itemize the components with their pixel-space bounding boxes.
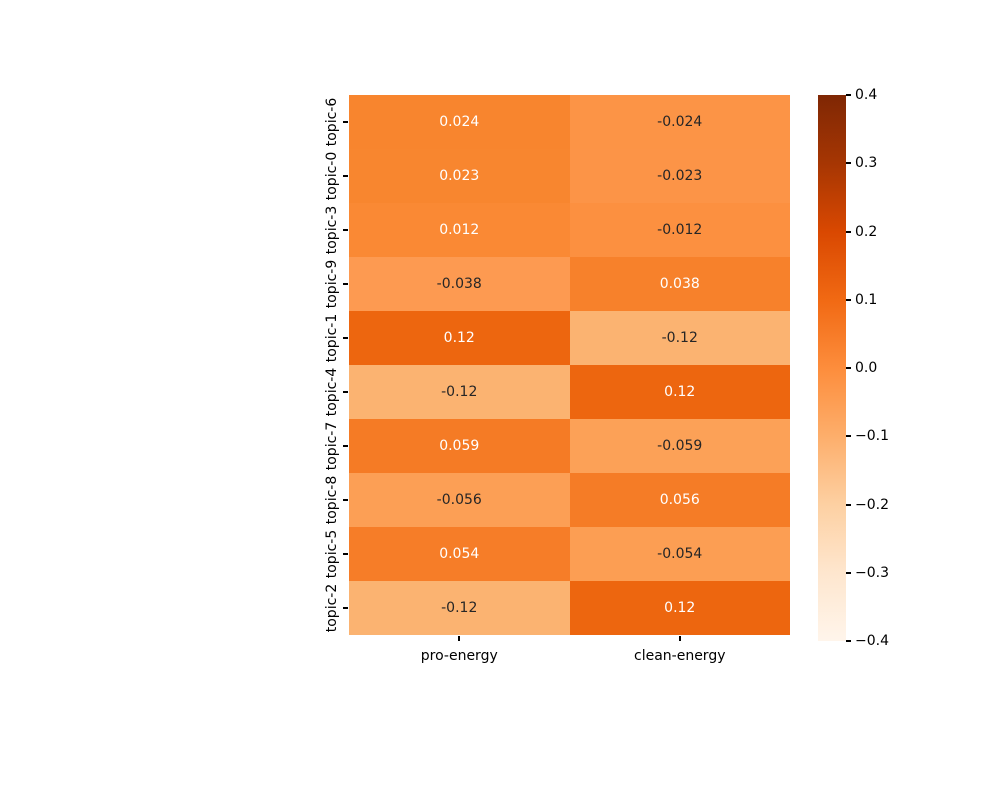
y-tick-label-topic-6: topic-6: [324, 97, 340, 147]
colorbar-tick-label: 0.2: [855, 223, 878, 240]
heatmap-cell-topic-8-pro-energy: -0.056: [349, 473, 570, 527]
heatmap-grid: 0.024 -0.024 0.023 -0.023 0.012 -0.012 -0.038 0…: [349, 95, 790, 635]
y-tick-label-topic-8: topic-8: [324, 475, 340, 525]
x-tick-mark: [458, 636, 461, 641]
heatmap-cell-topic-4-clean-energy: 0.12: [569, 365, 790, 419]
y-tick-mark: [343, 553, 348, 555]
x-tick-label-pro-energy: pro-energy: [420, 648, 498, 664]
colorbar-tick-mark: [846, 503, 851, 506]
heatmap-cell-topic-9-clean-energy: 0.038: [569, 257, 790, 311]
colorbar-tick-mark: [846, 640, 851, 642]
y-tick-label-topic-3: topic-3: [324, 205, 340, 255]
heatmap-row-topic-4: -0.12 0.12: [349, 365, 790, 419]
colorbar-tick-label: 0.0: [855, 360, 878, 376]
heatmap-cell-topic-5-pro-energy: 0.054: [349, 527, 570, 581]
y-tick-mark: [343, 499, 348, 501]
y-tick-label-topic-0: topic-0: [324, 151, 340, 201]
y-tick-mark: [343, 607, 348, 609]
colorbar-tick-mark: [846, 298, 851, 301]
y-tick-mark: [343, 283, 348, 285]
y-tick-label-topic-7: topic-7: [324, 421, 340, 471]
heatmap-cell-topic-6-clean-energy: -0.024: [569, 95, 790, 149]
colorbar-tick-mark: [846, 435, 851, 438]
heatmap-row-topic-2: -0.12 0.12: [349, 581, 790, 635]
heatmap-cell-topic-1-pro-energy: 0.12: [349, 311, 570, 365]
heatmap-row-topic-6: 0.024 -0.024: [349, 95, 790, 149]
colorbar-gradient: [818, 95, 846, 641]
heatmap-cell-topic-0-clean-energy: -0.023: [569, 149, 790, 203]
colorbar-tick-mark: [846, 94, 851, 96]
heatmap-cell-topic-1-clean-energy: -0.12: [569, 311, 790, 365]
heatmap-cell-topic-7-clean-energy: -0.059: [569, 419, 790, 473]
heatmap-cell-topic-8-clean-energy: 0.056: [569, 473, 790, 527]
heatmap-cell-topic-5-clean-energy: -0.054: [569, 527, 790, 581]
heatmap-cell-topic-2-pro-energy: -0.12: [349, 581, 570, 635]
colorbar-tick-mark: [846, 571, 851, 574]
colorbar-tick-label: 0.3: [855, 155, 878, 172]
heatmap-cell-topic-4-pro-energy: -0.12: [349, 365, 570, 419]
y-tick-label-topic-2: topic-2: [324, 583, 340, 633]
heatmap-cell-topic-3-clean-energy: -0.012: [569, 203, 790, 257]
heatmap-row-topic-0: 0.023 -0.023: [349, 149, 790, 203]
heatmap-cell-topic-6-pro-energy: 0.024: [349, 95, 570, 149]
y-tick-mark: [343, 121, 348, 123]
y-tick-mark: [343, 337, 348, 339]
colorbar-tick-label: 0.1: [855, 291, 878, 308]
y-tick-label-topic-5: topic-5: [324, 529, 340, 579]
heatmap-row-topic-7: 0.059 -0.059: [349, 419, 790, 473]
x-tick-mark: [678, 636, 681, 641]
heatmap-cell-topic-7-pro-energy: 0.059: [349, 419, 570, 473]
colorbar-tick-mark: [846, 230, 851, 233]
heatmap-row-topic-9: -0.038 0.038: [349, 257, 790, 311]
x-tick-label-clean-energy: clean-energy: [634, 648, 726, 664]
y-tick-mark: [343, 445, 348, 447]
heatmap-cell-topic-0-pro-energy: 0.023: [349, 149, 570, 203]
y-tick-label-topic-4: topic-4: [324, 367, 340, 417]
colorbar-tick-label: −0.3: [855, 564, 889, 581]
colorbar-tick-label: −0.2: [855, 496, 889, 513]
colorbar-tick-mark: [846, 162, 851, 165]
heatmap-row-topic-8: -0.056 0.056: [349, 473, 790, 527]
colorbar-tick-label: −0.4: [855, 633, 889, 649]
heatmap-cell-topic-3-pro-energy: 0.012: [349, 203, 570, 257]
colorbar-tick-label: −0.1: [855, 428, 889, 445]
heatmap-cell-topic-2-clean-energy: 0.12: [569, 581, 790, 635]
heatmap-row-topic-1: 0.12 -0.12: [349, 311, 790, 365]
y-tick-mark: [343, 175, 348, 177]
y-tick-label-topic-9: topic-9: [324, 259, 340, 309]
heatmap-cell-topic-9-pro-energy: -0.038: [349, 257, 570, 311]
heatmap-row-topic-5: 0.054 -0.054: [349, 527, 790, 581]
y-tick-mark: [343, 229, 348, 231]
colorbar-tick-label: 0.4: [855, 87, 878, 103]
heatmap-row-topic-3: 0.012 -0.012: [349, 203, 790, 257]
y-tick-label-topic-1: topic-1: [324, 313, 340, 363]
y-tick-mark: [343, 391, 348, 393]
colorbar-tick-mark: [846, 367, 851, 369]
